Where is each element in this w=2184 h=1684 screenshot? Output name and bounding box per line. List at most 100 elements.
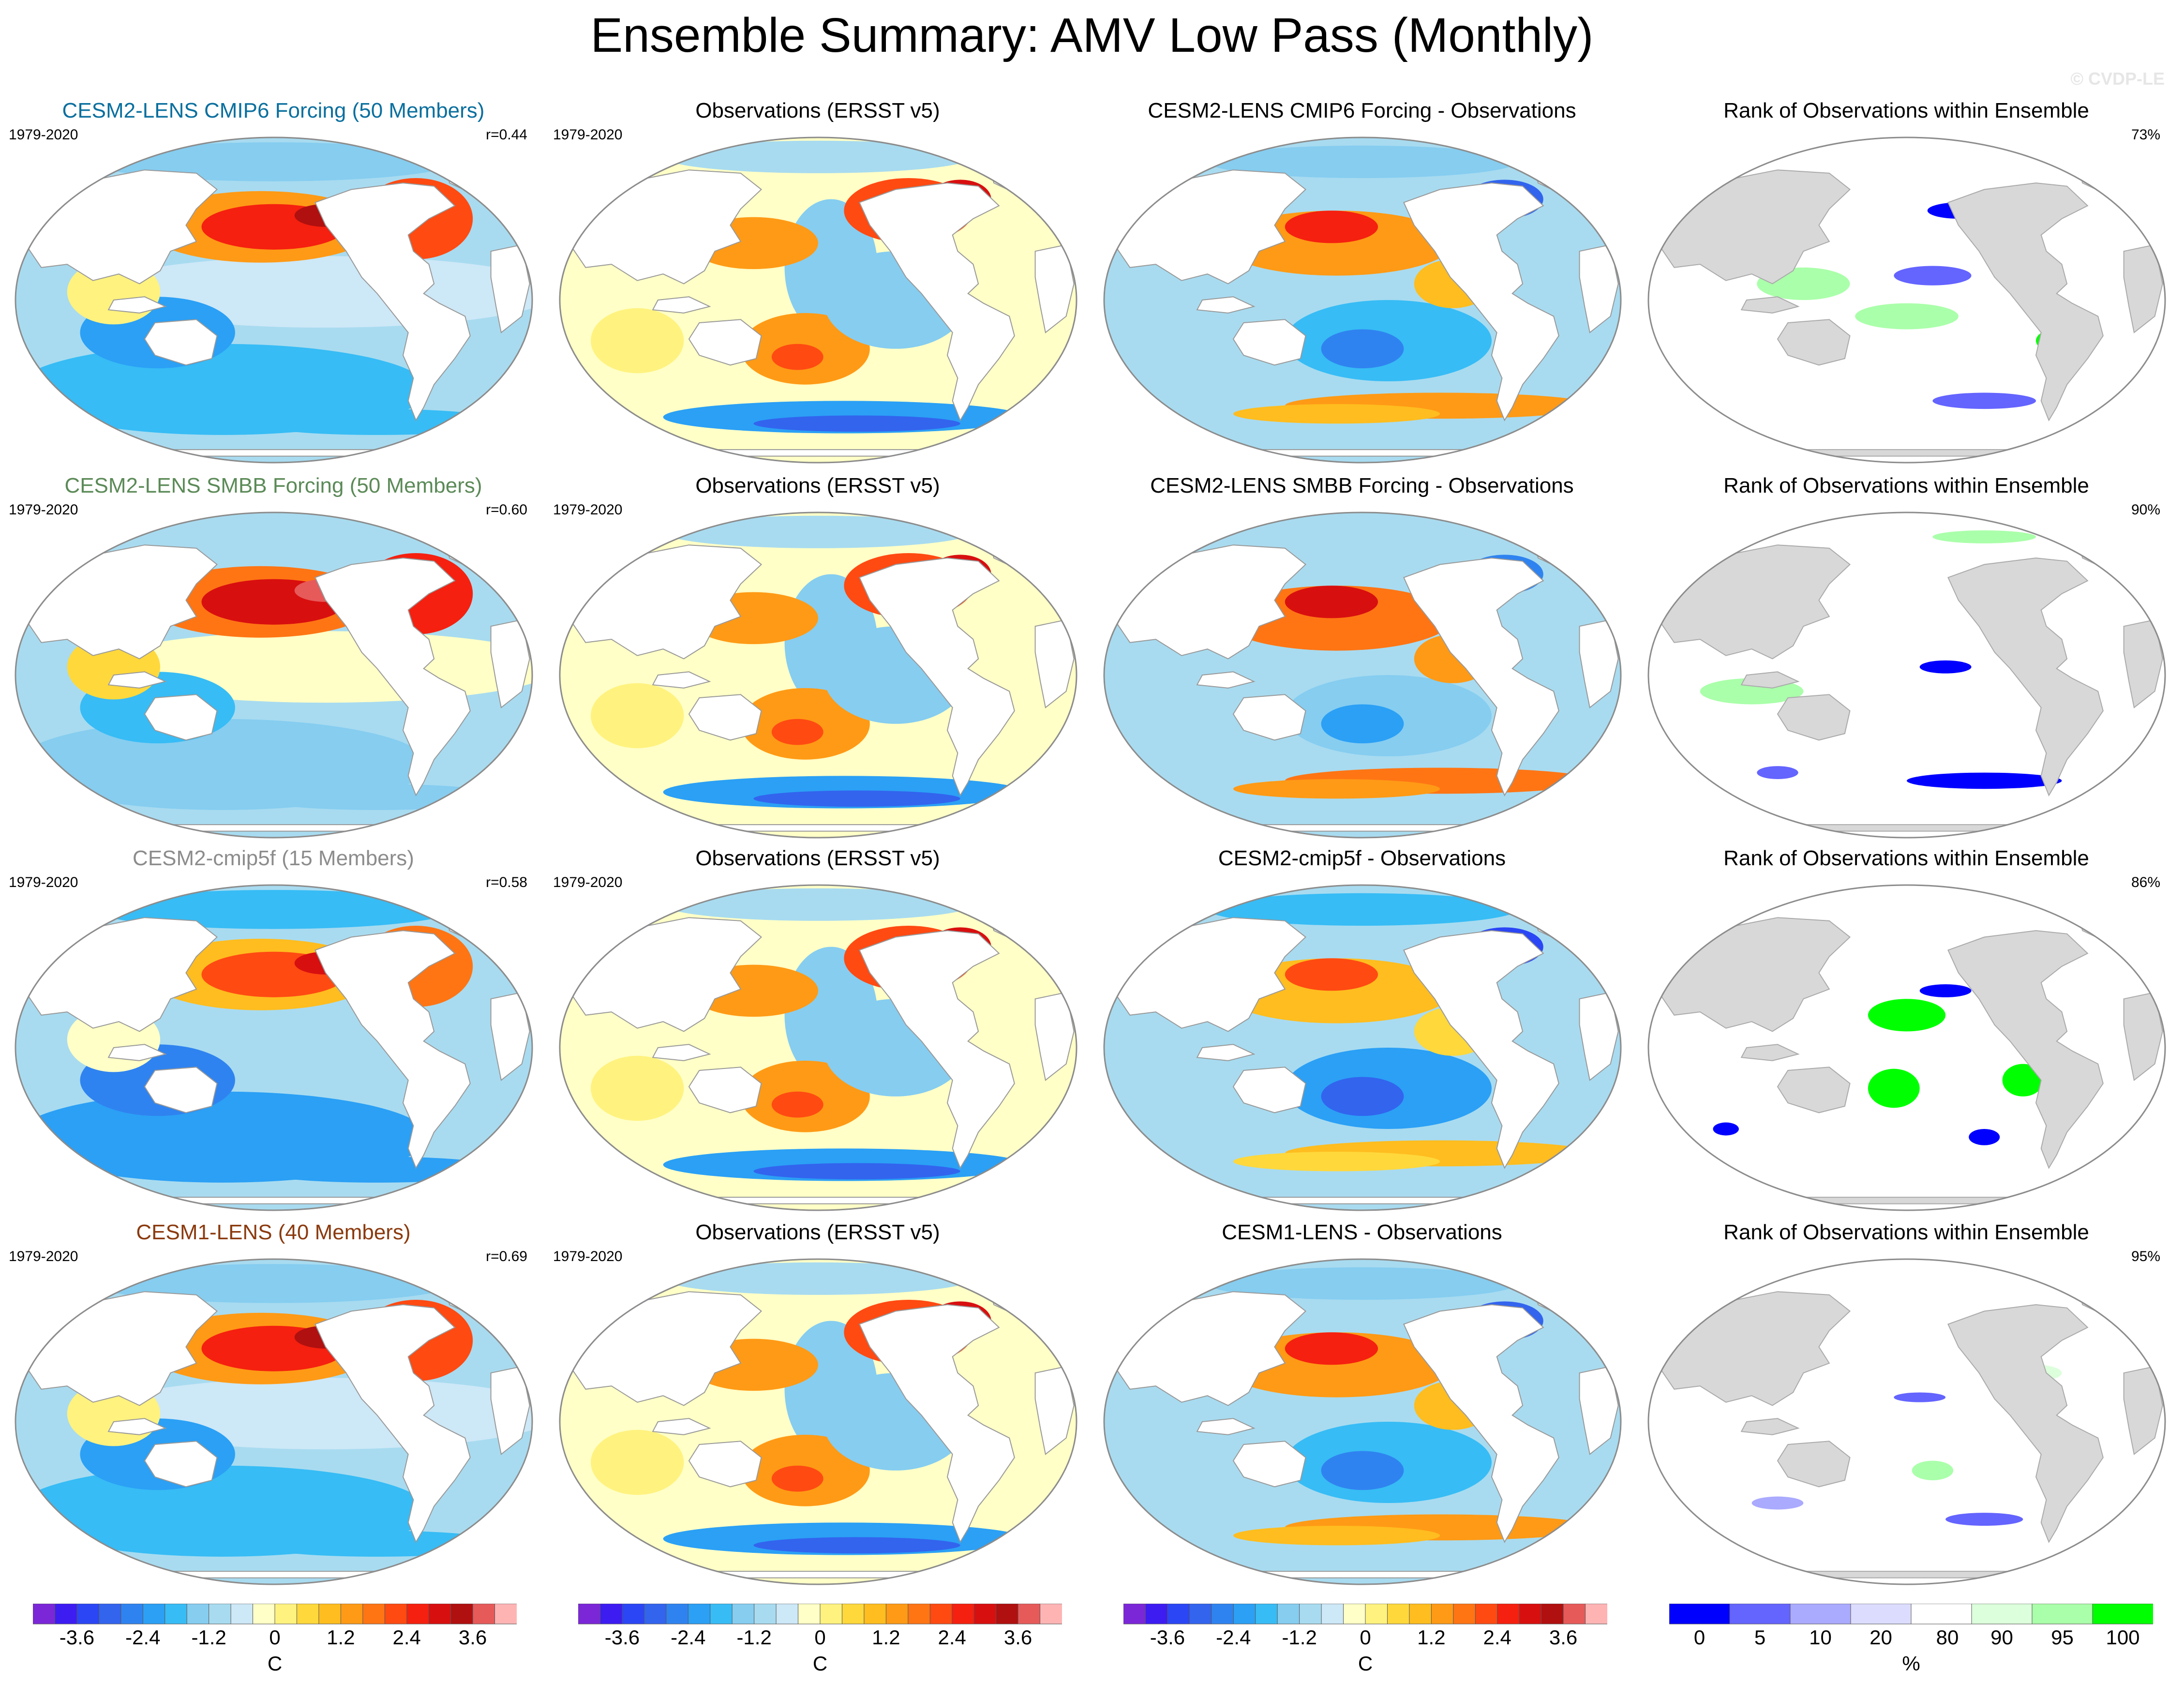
- colorbar-swatch: [908, 1603, 931, 1624]
- map-container: [1646, 135, 2167, 465]
- observations-map: [559, 1258, 1077, 1585]
- colorbar-swatch: [1729, 1603, 1791, 1624]
- colorbar-swatch: [622, 1603, 645, 1624]
- colorbar-tick-label: 95: [2051, 1626, 2074, 1649]
- colorbar-swatch: [776, 1603, 799, 1624]
- colorbar-swatch: [318, 1603, 342, 1624]
- ensemble-map: [15, 136, 533, 464]
- colorbar-swatch: [494, 1603, 518, 1624]
- colorbar-swatch: [1475, 1603, 1498, 1624]
- panel-title: CESM1-LENS - Observations: [1222, 1220, 1502, 1244]
- panel-ensemble-row1: CESM2-LENS CMIP6 Forcing (50 Members) 197…: [5, 97, 542, 465]
- colorbar-swatch: [754, 1603, 777, 1624]
- rank-map: [1647, 511, 2166, 839]
- period-label: 1979-2020: [9, 127, 78, 143]
- panel-title: CESM1-LENS (40 Members): [136, 1220, 411, 1244]
- map-container: [1646, 1257, 2167, 1586]
- rank-colorbar: 0 5 10 20 80 90 95 100%: [1669, 1603, 2154, 1675]
- colorbar-tick-label: 3.6: [1003, 1626, 1032, 1649]
- colorbar-tick-label: -2.4: [1216, 1626, 1251, 1649]
- map-container: [14, 1257, 534, 1586]
- colorbar-swatch: [1497, 1603, 1520, 1624]
- ensemble-map: [15, 884, 533, 1211]
- colorbar-swatch: [98, 1603, 121, 1624]
- colorbar-tick-label: 2.4: [1483, 1626, 1511, 1649]
- colorbar-swatch: [1409, 1603, 1432, 1624]
- panel-title: Rank of Observations within Ensemble: [1723, 846, 2089, 870]
- colorbar-tick-label: 90: [1990, 1626, 2013, 1649]
- period-label: 1979-2020: [553, 1248, 623, 1264]
- colorbar-swatch: [1431, 1603, 1454, 1624]
- colorbar-swatch: [472, 1603, 495, 1624]
- colorbar-swatch: [1387, 1603, 1410, 1624]
- map-container: [14, 511, 534, 840]
- colorbar-swatch: [1541, 1603, 1564, 1624]
- panel-title: Observations (ERSST v5): [695, 846, 940, 870]
- rank-map: [1647, 1258, 2166, 1585]
- rank-percent: 95%: [2131, 1248, 2160, 1264]
- panel-rank-row2: Rank of Observations within Ensemble 90%: [1638, 472, 2175, 840]
- colorbar-swatch: [1365, 1603, 1388, 1624]
- period-label: 1979-2020: [553, 127, 623, 143]
- panel-title: CESM2-LENS CMIP6 Forcing - Observations: [1148, 99, 1576, 122]
- pattern-correlation: r=0.44: [486, 127, 527, 143]
- colorbar-unit: %: [1902, 1652, 1920, 1675]
- colorbar-tick-label: 2.4: [938, 1626, 966, 1649]
- period-label: 1979-2020: [9, 1248, 78, 1264]
- colorbar-swatch: [340, 1603, 363, 1624]
- sst-colorbar: -3.6 -2.4 -1.2 0 1.2 2.4 3.6 C: [578, 1603, 1063, 1675]
- colorbar-swatch: [973, 1603, 997, 1624]
- panel-ensemble-row4: CESM1-LENS (40 Members) 1979-2020 r=0.69: [5, 1218, 542, 1586]
- panel-observations-row2: Observations (ERSST v5) 1979-2020: [549, 472, 1086, 840]
- colorbar-swatch: [885, 1603, 909, 1624]
- colorbar-tick-label: 10: [1809, 1626, 1832, 1649]
- map-container: [1102, 135, 1623, 465]
- page-title: Ensemble Summary: AMV Low Pass (Monthly): [590, 8, 1594, 62]
- colorbar-swatch: [209, 1603, 232, 1624]
- colorbar-swatch: [1850, 1603, 1912, 1624]
- rank-percent: 86%: [2131, 874, 2160, 890]
- difference-map: [1103, 136, 1622, 464]
- colorbar-swatch: [186, 1603, 209, 1624]
- rank-map: [1647, 136, 2166, 464]
- observations-map: [559, 136, 1077, 464]
- panel-title: Observations (ERSST v5): [695, 474, 940, 497]
- colorbar-swatch: [864, 1603, 887, 1624]
- colorbar-swatch: [929, 1603, 953, 1624]
- colorbar-swatch: [841, 1603, 865, 1624]
- panel-observations-row4: Observations (ERSST v5) 1979-2020: [549, 1218, 1086, 1586]
- pattern-correlation: r=0.58: [486, 874, 527, 890]
- colorbar-swatch: [1233, 1603, 1256, 1624]
- colorbar-swatch: [666, 1603, 689, 1624]
- rank-map: [1647, 884, 2166, 1211]
- colorbar-swatch: [732, 1603, 755, 1624]
- colorbar-swatch: [1167, 1603, 1190, 1624]
- colorbar-unit: C: [812, 1652, 828, 1675]
- colorbar-swatch: [1669, 1603, 1730, 1624]
- colorbar-tick-label: -1.2: [191, 1626, 226, 1649]
- panel-observations-row3: Observations (ERSST v5) 1979-2020: [549, 844, 1086, 1212]
- colorbar-swatch: [710, 1603, 733, 1624]
- colorbar-tick-label: 3.6: [1549, 1626, 1578, 1649]
- colorbar-swatch: [142, 1603, 165, 1624]
- map-container: [14, 135, 534, 465]
- period-label: 1979-2020: [9, 874, 78, 890]
- colorbar-tick-label: 1.2: [327, 1626, 355, 1649]
- panel-title: Rank of Observations within Ensemble: [1723, 99, 2089, 122]
- period-label: 1979-2020: [9, 502, 78, 518]
- map-container: [558, 1257, 1078, 1586]
- colorbar-swatch: [1585, 1603, 1608, 1624]
- colorbar-swatch: [2092, 1603, 2154, 1624]
- colorbar-swatch: [1255, 1603, 1278, 1624]
- map-container: [558, 135, 1078, 465]
- colorbar-tick-label: 100: [2106, 1626, 2140, 1649]
- panel-title: Rank of Observations within Ensemble: [1723, 474, 2089, 497]
- panel-ensemble-row3: CESM2-cmip5f (15 Members) 1979-2020 r=0.58: [5, 844, 542, 1212]
- colorbar-swatch: [1971, 1603, 2033, 1624]
- colorbar-tick-label: -3.6: [59, 1626, 95, 1649]
- colorbar-swatch: [296, 1603, 319, 1624]
- colorbar-swatch: [1299, 1603, 1322, 1624]
- ensemble-map: [15, 511, 533, 839]
- map-container: [14, 883, 534, 1212]
- colorbar-tick-label: 1.2: [872, 1626, 900, 1649]
